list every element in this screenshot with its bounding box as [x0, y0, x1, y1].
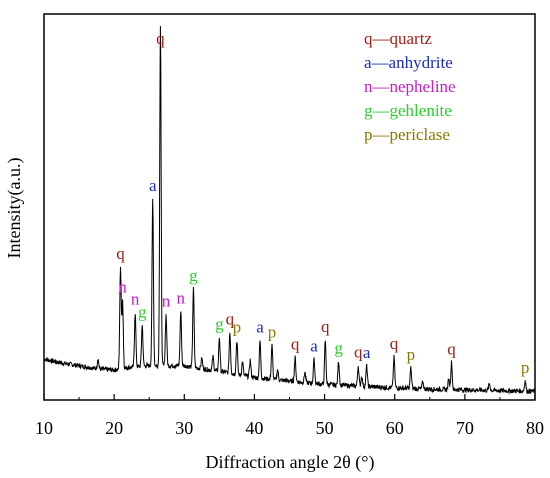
- peak-label: g: [334, 338, 343, 357]
- peak-label: a: [256, 318, 264, 337]
- x-tick-label: 70: [456, 418, 474, 438]
- peak-label: n: [131, 289, 140, 308]
- x-tick-label: 20: [105, 418, 123, 438]
- peak-label: p: [521, 358, 530, 377]
- peak-label: q: [156, 29, 165, 48]
- peak-label: g: [215, 314, 224, 333]
- x-ticks: 10 20 30 40 50 60 70 80: [35, 394, 544, 438]
- peak-label: q: [321, 317, 330, 336]
- peak-label: a: [310, 337, 318, 356]
- x-tick-label: 60: [386, 418, 404, 438]
- plot-frame: [43, 13, 536, 401]
- peak-label: g: [138, 302, 147, 321]
- legend: q—quartz a—anhydrite n—nepheline g—gehlenit…: [364, 29, 456, 144]
- legend-entry: g—gehlenite: [364, 101, 452, 120]
- peak-label: p: [268, 322, 277, 341]
- peak-label: p: [233, 317, 242, 336]
- x-tick-label: 30: [175, 418, 193, 438]
- x-tick-label: 10: [35, 418, 53, 438]
- legend-entry: n—nepheline: [364, 77, 456, 96]
- peak-label: n: [118, 277, 127, 296]
- legend-entry: a—anhydrite: [364, 53, 453, 72]
- legend-entry: p—periclase: [364, 125, 450, 144]
- x-tick-label: 50: [316, 418, 334, 438]
- x-tick-label: 40: [245, 418, 263, 438]
- peak-label: q: [291, 335, 300, 354]
- peak-label: q: [226, 309, 235, 328]
- peak-label: q: [354, 343, 363, 362]
- legend-entry: q—quartz: [364, 29, 432, 48]
- x-tick-label: 80: [526, 418, 544, 438]
- peak-label: q: [447, 339, 456, 358]
- peak-label: g: [189, 266, 198, 285]
- x-axis-title: Diffraction angle 2θ (°): [206, 452, 375, 473]
- peak-label: a: [363, 343, 371, 362]
- peak-label: q: [116, 244, 125, 263]
- peak-label: n: [177, 288, 186, 307]
- peak-label: q: [390, 334, 399, 353]
- xrd-pattern-line: [43, 25, 536, 395]
- peak-label: p: [407, 345, 416, 364]
- peak-label: a: [149, 176, 157, 195]
- y-axis-title: Intensity(a.u.): [4, 158, 25, 259]
- peak-label: n: [162, 292, 171, 311]
